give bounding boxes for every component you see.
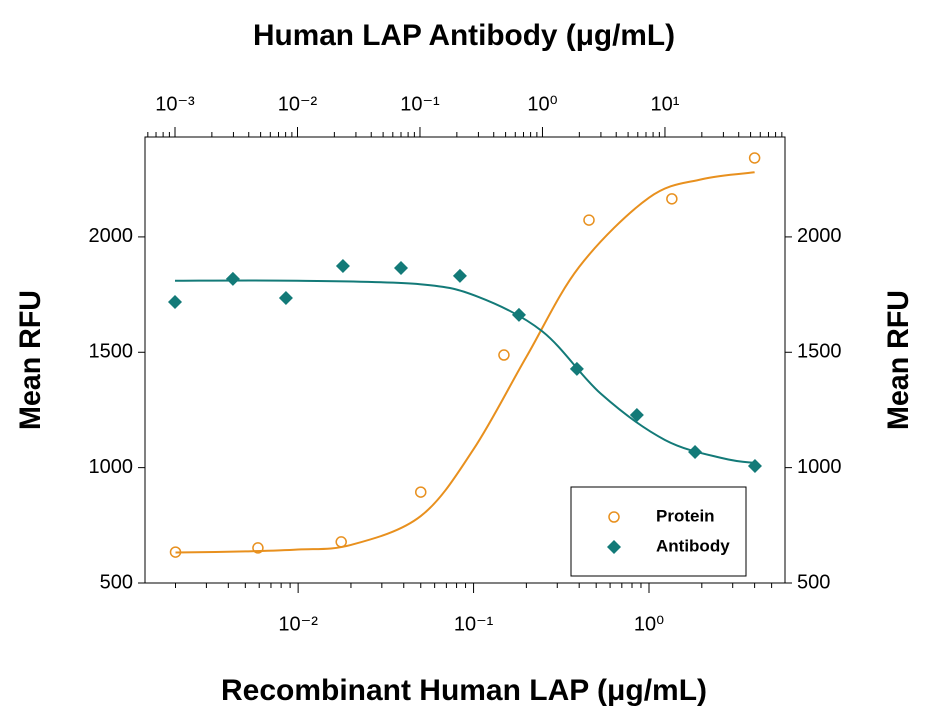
plot-frame — [144, 136, 786, 584]
x-axis-title: Recombinant Human LAP (μg/mL) — [221, 674, 707, 707]
x-tick-label: 10⁻¹ — [400, 93, 440, 115]
data-point — [169, 546, 182, 558]
y-tick-label: 2000 — [89, 225, 134, 247]
data-point — [452, 268, 467, 283]
fit-curve — [174, 279, 756, 465]
data-point — [666, 193, 678, 205]
x-tick-label: 10⁻¹ — [454, 613, 494, 635]
data-point — [583, 214, 595, 226]
data-point — [225, 271, 240, 286]
y-tick-label: 1000 — [89, 456, 134, 478]
x-tick-label: 10⁰ — [527, 93, 557, 115]
data-point — [335, 258, 350, 273]
legend-label: Antibody — [656, 536, 730, 555]
x-tick-label: 10¹ — [651, 93, 680, 115]
x-tick-label: 10⁻³ — [155, 93, 195, 115]
y-tick-label: 500 — [100, 571, 133, 593]
fit-curve — [175, 171, 755, 554]
y2-axis-title: Mean RFU — [882, 290, 915, 430]
data-point — [415, 486, 427, 498]
data-point — [511, 307, 526, 322]
data-point — [747, 459, 762, 474]
data-point — [498, 349, 510, 361]
data-point — [252, 542, 264, 554]
y-tick-label: 500 — [797, 571, 830, 593]
x-tick-label: 10⁰ — [634, 613, 664, 635]
y-tick-label: 1500 — [89, 341, 134, 363]
x-tick-label: 10⁻² — [278, 613, 318, 635]
data-point — [569, 361, 584, 376]
y-tick-label: 1500 — [797, 341, 842, 363]
data-point — [629, 408, 644, 423]
y-tick-label: 1000 — [797, 456, 842, 478]
y-axis-title: Mean RFU — [14, 290, 47, 430]
data-point — [167, 294, 182, 309]
y-tick-label: 2000 — [797, 225, 842, 247]
legend-marker — [607, 540, 621, 554]
data-point — [278, 291, 293, 306]
data-point — [394, 261, 409, 276]
x2-axis-title: Human LAP Antibody (μg/mL) — [253, 19, 675, 52]
legend-box — [570, 486, 747, 577]
legend-marker — [608, 511, 620, 523]
legend-label: Protein — [656, 506, 715, 525]
data-point — [688, 444, 703, 459]
x-tick-label: 10⁻² — [278, 93, 318, 115]
data-point — [748, 152, 761, 164]
data-point — [335, 536, 347, 548]
